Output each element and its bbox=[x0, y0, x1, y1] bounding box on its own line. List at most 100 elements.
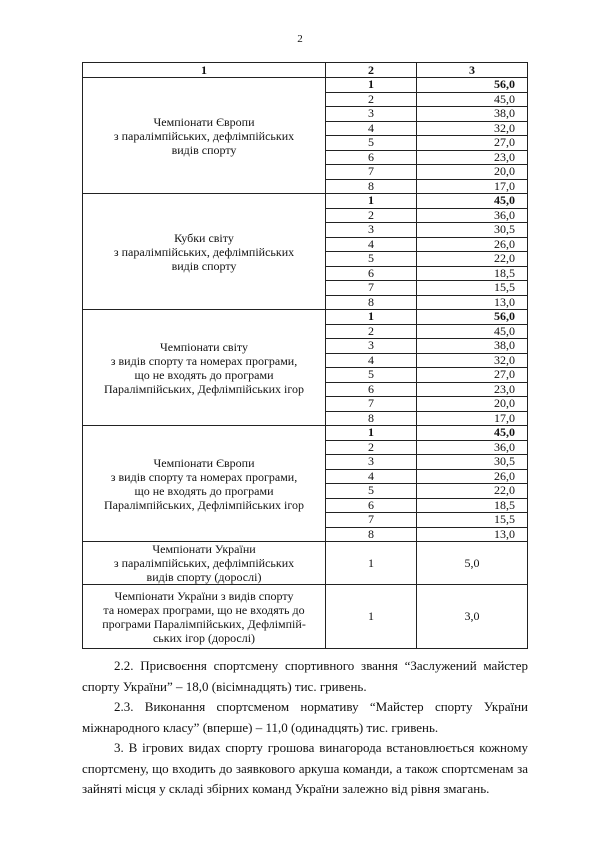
table-row: 8 17,0 bbox=[83, 178, 528, 194]
amount-cell: 20,0 bbox=[416, 396, 528, 412]
table-row: Кубки світу з паралімпійських, дефлімпійс… bbox=[82, 193, 528, 310]
place-cell: 3 bbox=[325, 338, 417, 354]
place-cell: 4 bbox=[325, 120, 417, 136]
header-col-3: 3 bbox=[416, 62, 528, 78]
table-row: 3 38,0 bbox=[83, 338, 528, 354]
amount-cell: 32,0 bbox=[416, 120, 528, 136]
place-cell: 7 bbox=[325, 280, 417, 296]
competition-name-line: програми Паралімпійських, Дефлімпій- bbox=[102, 616, 306, 631]
competition-name: Кубки світу з паралімпійських, дефлімпійс… bbox=[82, 193, 326, 310]
amount-cell: 38,0 bbox=[416, 106, 528, 122]
competition-name-line: Паралімпійських, Дефлімпійських ігор bbox=[104, 381, 304, 396]
amount-cell: 3,0 bbox=[416, 584, 528, 649]
competition-name-line: Чемпіонати України bbox=[152, 542, 256, 556]
place-cell: 1 bbox=[325, 77, 417, 93]
place-cell: 4 bbox=[325, 468, 417, 484]
amount-cell: 56,0 bbox=[416, 309, 528, 325]
amount-cell: 23,0 bbox=[416, 149, 528, 165]
page-number: 2 bbox=[297, 33, 303, 45]
amount-cell: 17,0 bbox=[416, 410, 528, 426]
place-cell: 3 bbox=[325, 106, 417, 122]
place-cell: 4 bbox=[325, 352, 417, 368]
place-cell: 6 bbox=[325, 381, 417, 397]
competition-name-line: з паралімпійських, дефлімпійських bbox=[113, 244, 295, 259]
body-text: 2.2. Присвоєння спортсмену спортивного з… bbox=[82, 656, 528, 800]
table-row: 6 23,0 bbox=[83, 149, 528, 165]
competition-name: Чемпіонати Європи з видів спорту та номер… bbox=[82, 425, 326, 542]
table-header-row: 1 2 3 bbox=[82, 62, 528, 78]
amount-cell: 15,5 bbox=[416, 512, 528, 528]
place-cell: 1 bbox=[325, 309, 417, 325]
amount-cell: 20,0 bbox=[416, 164, 528, 180]
table-row: Чемпіонати України з видів спорту та номе… bbox=[82, 584, 528, 649]
amount-cell: 23,0 bbox=[416, 381, 528, 397]
amount-cell: 22,0 bbox=[416, 251, 528, 267]
amount-cell: 27,0 bbox=[416, 367, 528, 383]
place-cell: 6 bbox=[325, 265, 417, 281]
header-col-1: 1 bbox=[82, 62, 326, 78]
amount-cell: 36,0 bbox=[416, 439, 528, 455]
table-row: Чемпіонати світу з видів спорту та номера… bbox=[82, 309, 528, 426]
table-row: Чемпіонати Європи з паралімпійських, дефл… bbox=[82, 77, 528, 194]
competition-name-line: з видів спорту та номерах програми, bbox=[110, 469, 298, 484]
amount-cell: 13,0 bbox=[416, 526, 528, 542]
competition-name-line: Чемпіонати Європи bbox=[153, 455, 255, 470]
competition-name-line: з паралімпійських, дефлімпійських bbox=[113, 128, 295, 143]
competition-name-line: з паралімпійських, дефлімпійських bbox=[113, 556, 295, 570]
place-cell: 5 bbox=[325, 483, 417, 499]
competition-name-line: Чемпіонати Європи bbox=[153, 114, 255, 129]
place-cell: 7 bbox=[325, 396, 417, 412]
table-row: Чемпіонати Європи з видів спорту та номер… bbox=[82, 425, 528, 542]
amount-cell: 15,5 bbox=[416, 280, 528, 296]
competition-name-line: Паралімпійських, Дефлімпійських ігор bbox=[104, 497, 304, 512]
amount-cell: 36,0 bbox=[416, 207, 528, 223]
table-row: 4 26,0 bbox=[83, 236, 528, 252]
amount-cell: 13,0 bbox=[416, 294, 528, 310]
amount-cell: 27,0 bbox=[416, 135, 528, 151]
amount-cell: 38,0 bbox=[416, 338, 528, 354]
amount-cell: 45,0 bbox=[416, 91, 528, 107]
amount-cell: 30,5 bbox=[416, 222, 528, 238]
paragraph-3: 3. В ігрових видах спорту грошова винаго… bbox=[82, 740, 528, 796]
table-row: 4 26,0 bbox=[83, 468, 528, 484]
table-row: 3 30,5 bbox=[83, 222, 528, 238]
award-table: 1 2 3 Чемпіонати Європи з паралімпійських… bbox=[82, 62, 528, 649]
competition-name-line: видів спорту bbox=[171, 258, 237, 273]
amount-cell: 30,5 bbox=[416, 454, 528, 470]
amount-cell: 18,5 bbox=[416, 265, 528, 281]
competition-name-line: видів спорту bbox=[171, 142, 237, 157]
table-row: 6 18,5 bbox=[83, 497, 528, 513]
table-row: 3 38,0 bbox=[83, 106, 528, 122]
amount-cell: 26,0 bbox=[416, 236, 528, 252]
amount-cell: 18,5 bbox=[416, 497, 528, 513]
competition-name-line: видів спорту (дорослі) bbox=[146, 570, 262, 584]
table-row: 4 32,0 bbox=[83, 352, 528, 368]
header-col-2: 2 bbox=[325, 62, 417, 78]
place-cell: 1 bbox=[325, 425, 417, 441]
amount-cell: 5,0 bbox=[416, 541, 528, 585]
place-cell: 7 bbox=[325, 512, 417, 528]
amount-cell: 32,0 bbox=[416, 352, 528, 368]
place-cell: 6 bbox=[325, 149, 417, 165]
amount-cell: 26,0 bbox=[416, 468, 528, 484]
place-cell: 1 bbox=[325, 193, 417, 209]
paragraph-2-2: 2.2. Присвоєння спортсмену спортивного з… bbox=[82, 658, 528, 694]
place-cell: 2 bbox=[325, 323, 417, 339]
place-cell: 2 bbox=[325, 91, 417, 107]
table-row: 4 32,0 bbox=[83, 120, 528, 136]
place-cell: 3 bbox=[325, 454, 417, 470]
table-row: 5 22,0 bbox=[83, 483, 528, 499]
competition-name-line: Чемпіонати світу bbox=[160, 339, 248, 354]
place-cell: 5 bbox=[325, 135, 417, 151]
competition-name-line: Кубки світу bbox=[174, 230, 234, 245]
place-cell: 4 bbox=[325, 236, 417, 252]
competition-name-line: з видів спорту та номерах програми, bbox=[110, 353, 298, 368]
place-cell: 3 bbox=[325, 222, 417, 238]
amount-cell: 22,0 bbox=[416, 483, 528, 499]
place-cell: 2 bbox=[325, 207, 417, 223]
place-cell: 8 bbox=[325, 526, 417, 542]
table-row: 2 45,0 bbox=[83, 323, 528, 339]
place-cell: 5 bbox=[325, 251, 417, 267]
paragraph-2-3: 2.3. Виконання спортсменом нормативу “Ма… bbox=[82, 699, 528, 735]
place-cell: 6 bbox=[325, 497, 417, 513]
